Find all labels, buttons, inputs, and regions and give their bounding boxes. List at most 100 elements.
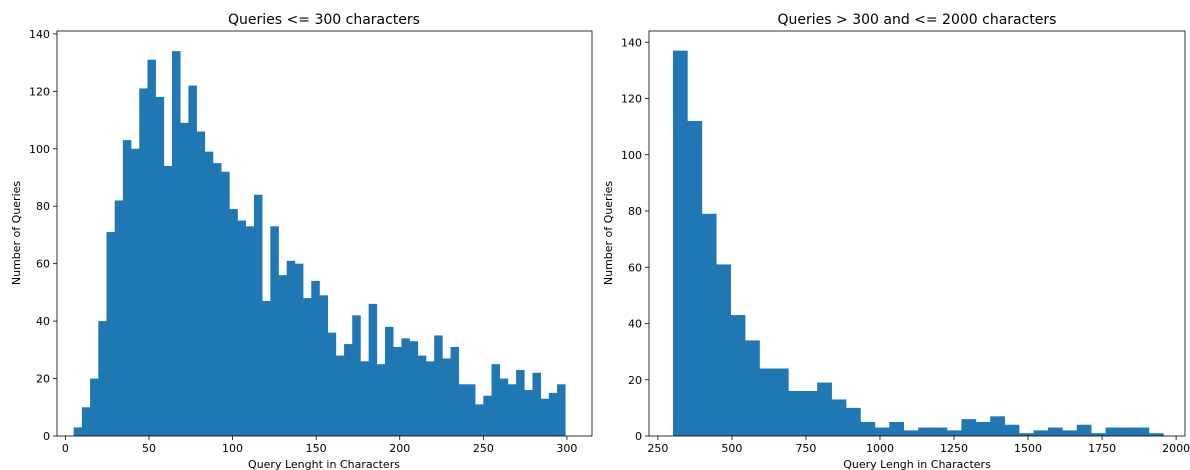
histogram-bar — [245, 226, 255, 436]
histogram-bar — [327, 332, 337, 436]
histogram-bar — [385, 326, 394, 436]
x-tick-label: 250 — [647, 442, 668, 455]
histogram-bar — [802, 391, 818, 436]
histogram-bar — [532, 372, 541, 436]
x-tick-label: 1250 — [940, 442, 968, 455]
histogram-bar — [188, 85, 197, 436]
histogram-bar — [499, 378, 509, 436]
histogram-bar — [1091, 433, 1106, 436]
histogram-bar — [278, 275, 288, 436]
histogram-bar — [961, 419, 977, 437]
histogram-bar — [483, 395, 492, 436]
y-tick-label: 60 — [628, 261, 642, 274]
x-axis-ticks: 250 500 750 1000 1250 1500 1750 2000 — [647, 436, 1190, 455]
histogram-bar — [817, 382, 832, 436]
histogram-bar — [303, 298, 312, 436]
y-tick-label: 140 — [29, 28, 50, 41]
y-tick-label: 20 — [628, 374, 642, 387]
histogram-bar — [1004, 424, 1020, 436]
histogram-bar — [204, 151, 214, 436]
y-axis-label: Number of Queries — [10, 181, 23, 286]
histogram-bar — [846, 407, 861, 437]
histogram-bar — [180, 122, 189, 436]
histogram-bar — [270, 226, 279, 436]
histogram-bar — [458, 384, 468, 436]
histogram-bar — [352, 315, 361, 436]
x-tick-label: 1000 — [866, 442, 894, 455]
x-tick-label: 0 — [62, 442, 69, 455]
histogram-bar — [507, 384, 517, 436]
histogram-bar — [212, 163, 222, 436]
histogram-bar — [253, 194, 263, 436]
histogram-bar — [788, 391, 804, 436]
histogram-bar — [1120, 427, 1135, 436]
histogram-bar — [860, 421, 876, 436]
y-tick-label: 20 — [36, 373, 50, 386]
x-axis-label: Query Lengh in Characters — [843, 458, 991, 470]
histogram-bar — [286, 260, 296, 436]
histogram-bar — [139, 88, 148, 436]
histogram-bar — [759, 368, 775, 436]
histogram-bar — [672, 50, 688, 436]
y-tick-label: 60 — [36, 258, 50, 271]
y-tick-label: 0 — [43, 430, 50, 443]
histogram-bar — [745, 340, 760, 437]
histogram-short-queries: Queries <= 300 characters 0 50 100 150 200 25… — [10, 12, 593, 470]
histogram-bar — [294, 263, 304, 436]
histogram-bar — [1047, 427, 1063, 436]
y-tick-label: 120 — [621, 93, 642, 106]
x-tick-label: 200 — [389, 442, 410, 455]
histogram-bar — [221, 171, 230, 437]
y-tick-label: 140 — [621, 36, 642, 49]
histogram-bar — [730, 315, 746, 436]
y-tick-label: 80 — [628, 205, 642, 218]
y-axis-ticks: 0 20 40 60 80 100 120 140 — [29, 28, 57, 443]
histogram-bar — [401, 338, 410, 436]
histogram-bar — [773, 368, 789, 436]
histogram-bar — [172, 51, 181, 437]
y-tick-label: 80 — [36, 200, 50, 213]
histogram-bar — [311, 280, 320, 436]
x-tick-label: 150 — [306, 442, 327, 455]
x-tick-label: 50 — [142, 442, 156, 455]
x-tick-label: 1500 — [1014, 442, 1042, 455]
histogram-bar — [557, 384, 566, 436]
plot-frame — [56, 30, 593, 437]
y-tick-label: 100 — [29, 143, 50, 156]
histogram-bar — [903, 430, 919, 437]
x-axis-label: Query Lenght in Characters — [248, 458, 400, 470]
histogram-bar — [81, 407, 91, 436]
histogram-bar — [1134, 427, 1150, 436]
y-tick-label: 100 — [621, 149, 642, 162]
histogram-bar — [368, 303, 378, 436]
histogram-bar — [1033, 430, 1049, 437]
histogram-bar — [466, 384, 476, 436]
histogram-bar — [114, 200, 124, 436]
plot-frame — [648, 30, 1186, 437]
histogram-bar — [229, 209, 238, 436]
y-tick-label: 40 — [36, 315, 50, 328]
histogram-bar — [716, 264, 731, 436]
histogram-bar — [1019, 433, 1034, 436]
histogram-bar — [434, 335, 443, 436]
histogram-bar — [475, 404, 484, 436]
x-axis-ticks: 0 50 100 150 200 250 300 — [62, 436, 577, 455]
histogram-bar — [524, 390, 533, 436]
histogram-bar — [1148, 433, 1164, 436]
histogram-bar — [990, 416, 1005, 436]
histogram-bar — [548, 392, 558, 436]
histogram-bar — [376, 364, 386, 436]
chart-title: Queries > 300 and <= 2000 characters — [778, 12, 1057, 28]
x-tick-label: 250 — [473, 442, 494, 455]
x-tick-label: 300 — [556, 442, 577, 455]
histogram-bar — [874, 427, 890, 436]
histogram-bar — [491, 364, 501, 436]
histogram-bar — [131, 148, 140, 436]
histogram-bar — [163, 166, 173, 436]
histogram-bar — [947, 430, 962, 437]
histogram-bar — [1076, 424, 1092, 436]
histogram-bar — [831, 399, 847, 436]
histogram-bar — [687, 121, 703, 436]
x-tick-label: 1750 — [1088, 442, 1116, 455]
